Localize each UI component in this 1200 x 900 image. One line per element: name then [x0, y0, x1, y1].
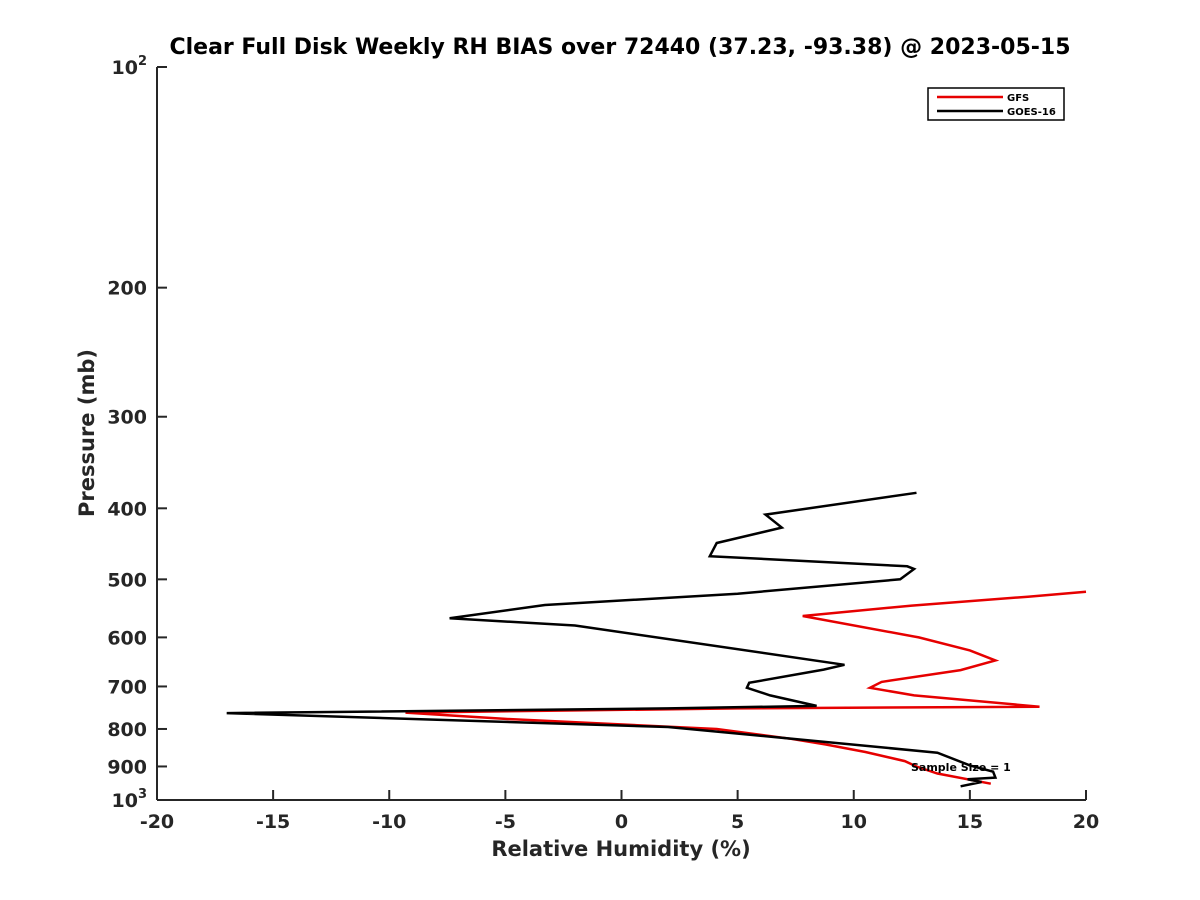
x-tick-label: 5 — [731, 811, 744, 833]
series-lines — [226, 491, 1087, 788]
sample-size-annotation: Sample Size = 1 — [911, 761, 1011, 774]
y-tick-label: 600 — [107, 627, 147, 649]
legend-label-gfs: GFS — [1007, 93, 1029, 104]
y-tick-label: 200 — [107, 278, 147, 300]
y-tick-label: 900 — [107, 756, 147, 778]
y-tick-label: 700 — [107, 676, 147, 698]
x-tick-label: 20 — [1073, 811, 1099, 833]
x-tick-label: -20 — [140, 811, 174, 833]
y-tick-label: 800 — [107, 719, 147, 741]
y-tick-label: 300 — [107, 407, 147, 429]
y-tick-label: 500 — [107, 569, 147, 591]
x-tick-label: 10 — [841, 811, 867, 833]
chart-title: Clear Full Disk Weekly RH BIAS over 7244… — [169, 35, 1070, 60]
axes: -20 -15 -10 -5 0 5 10 15 20102200300400500600700… — [107, 54, 1099, 833]
x-axis-label: Relative Humidity (%) — [491, 837, 750, 861]
x-tick-label: -5 — [495, 811, 516, 833]
legend-box — [927, 87, 1065, 121]
x-tick-label: -10 — [372, 811, 406, 833]
series-line-gfs — [405, 590, 1087, 785]
x-tick-label: 0 — [615, 811, 628, 833]
x-tick-label: 15 — [957, 811, 983, 833]
y-axis-label: Pressure (mb) — [75, 349, 99, 517]
series-line-goes-16 — [226, 491, 998, 788]
legend: GFS GOES-16 — [927, 87, 1065, 121]
legend-label-goes16: GOES-16 — [1007, 107, 1056, 118]
y-tick-label: 400 — [107, 498, 147, 520]
x-tick-label: -15 — [256, 811, 290, 833]
